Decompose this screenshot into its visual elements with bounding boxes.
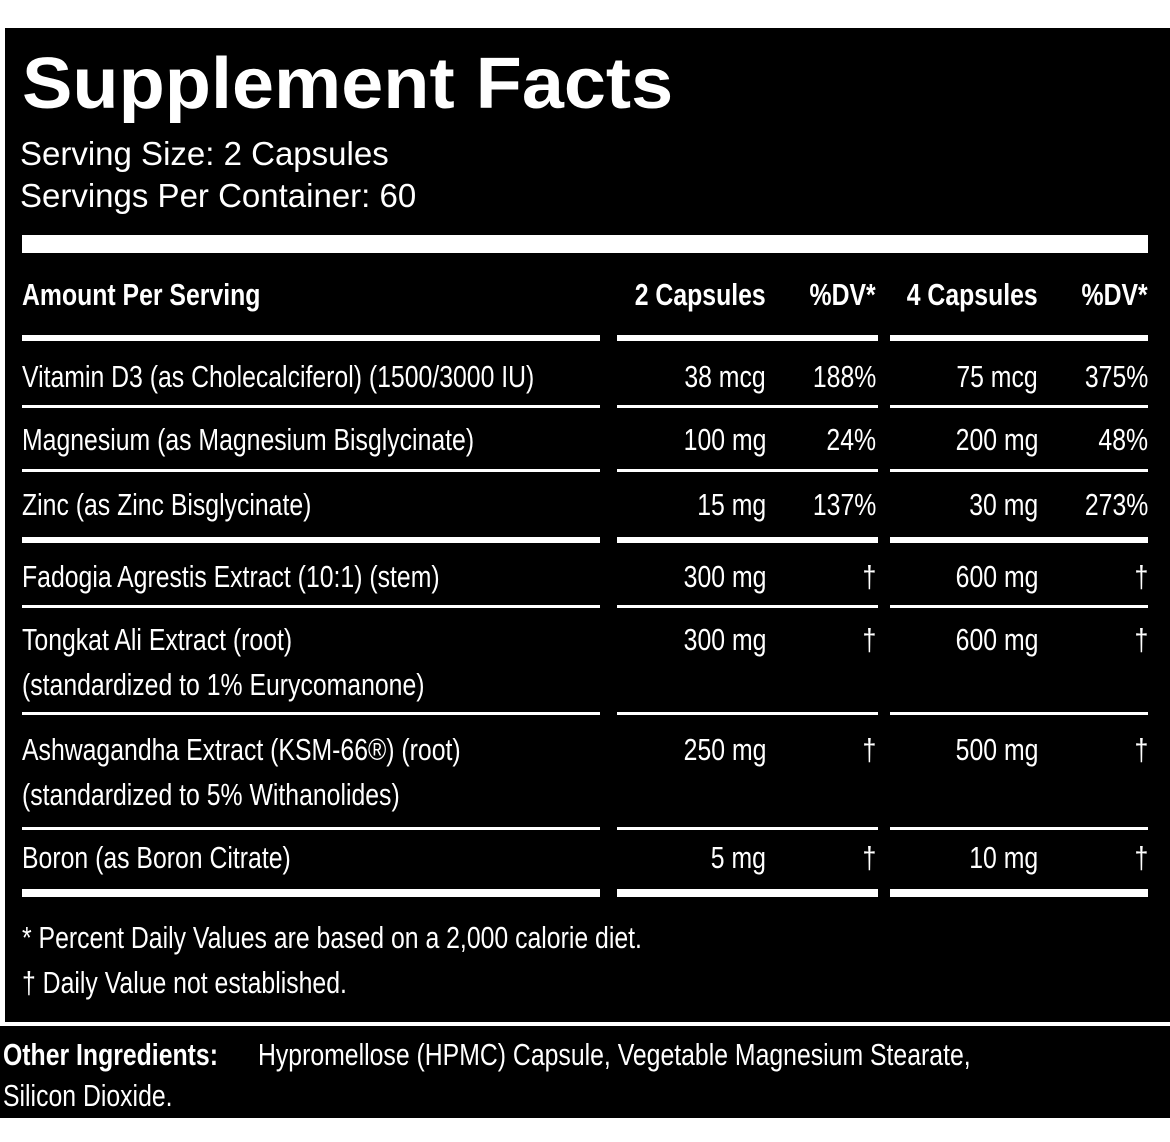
footnote: * Percent Daily Values are based on a 2,… [22,920,642,955]
ingredient-name: Vitamin D3 (as Cholecalciferol) (1500/30… [22,359,535,394]
ingredient-name: Zinc (as Zinc Bisglycinate) [22,487,312,522]
rule [890,827,1148,830]
daily-value: † [1134,840,1148,875]
rule [617,405,878,408]
rule [22,405,600,408]
amount: 15 mg [697,487,766,522]
amount: 5 mg [710,840,766,875]
daily-value: † [862,559,876,594]
ingredient-name: Boron (as Boron Citrate) [22,840,291,875]
ingredients-panel [0,1026,1170,1118]
ingredient-name: Magnesium (as Magnesium Bisglycinate) [22,422,475,457]
column-header: 2 Capsules [635,277,766,312]
rule [890,405,1148,408]
rule [22,335,600,341]
amount: 300 mg [683,559,766,594]
column-header: Amount Per Serving [22,277,261,312]
rule [22,712,600,715]
rule [22,469,600,472]
rule [617,335,878,341]
column-header: %DV* [809,277,876,312]
daily-value: 188% [812,359,876,394]
rule [890,335,1148,341]
ingredient-name: Fadogia Agrestis Extract (10:1) (stem) [22,559,440,594]
amount: 30 mg [969,487,1038,522]
ingredient-name: Tongkat Ali Extract (root) [22,622,293,657]
ingredient-name: Ashwagandha Extract (KSM-66®) (root) [22,732,461,767]
column-header: %DV* [1081,277,1148,312]
rule [890,712,1148,715]
amount: 300 mg [683,622,766,657]
amount: 500 mg [955,732,1038,767]
rule [22,827,600,830]
daily-value: † [1134,732,1148,767]
other-ingredients: Silicon Dioxide. [3,1078,173,1113]
ingredient-name: (standardized to 1% Eurycomanone) [22,667,425,702]
footnote: † Daily Value not established. [22,965,347,1000]
rule [617,469,878,472]
amount: 75 mcg [956,359,1038,394]
amount: 600 mg [955,559,1038,594]
daily-value: † [1134,559,1148,594]
rule [22,605,600,608]
rule [617,605,878,608]
amount: 100 mg [683,422,766,457]
daily-value: † [1134,622,1148,657]
daily-value: † [862,622,876,657]
daily-value: † [862,732,876,767]
rule [22,537,600,543]
title: Supplement Facts [22,44,674,124]
other-ingredients: Hypromellose (HPMC) Capsule, Vegetable M… [258,1037,971,1072]
serving-size: Serving Size: 2 Capsules [20,135,389,172]
daily-value: † [862,840,876,875]
facts-panel [5,28,1170,1022]
daily-value: 48% [1098,422,1148,457]
amount: 38 mcg [684,359,766,394]
servings-per-container: Servings Per Container: 60 [20,177,417,214]
ingredient-name: (standardized to 5% Withanolides) [22,777,400,812]
rule [890,537,1148,543]
thick-rule [22,235,1148,253]
rule [890,605,1148,608]
amount: 200 mg [955,422,1038,457]
daily-value: 24% [826,422,876,457]
column-header: 4 Capsules [907,277,1038,312]
rule [617,712,878,715]
other-ingredients-label: Other Ingredients: [3,1037,218,1072]
daily-value: 273% [1084,487,1148,522]
rule [890,889,1148,897]
daily-value: 137% [812,487,876,522]
amount: 250 mg [683,732,766,767]
rule [617,537,878,543]
rule [22,889,600,897]
rule [890,469,1148,472]
amount: 600 mg [955,622,1038,657]
amount: 10 mg [969,840,1038,875]
daily-value: 375% [1084,359,1148,394]
rule [617,827,878,830]
rule [617,889,878,897]
